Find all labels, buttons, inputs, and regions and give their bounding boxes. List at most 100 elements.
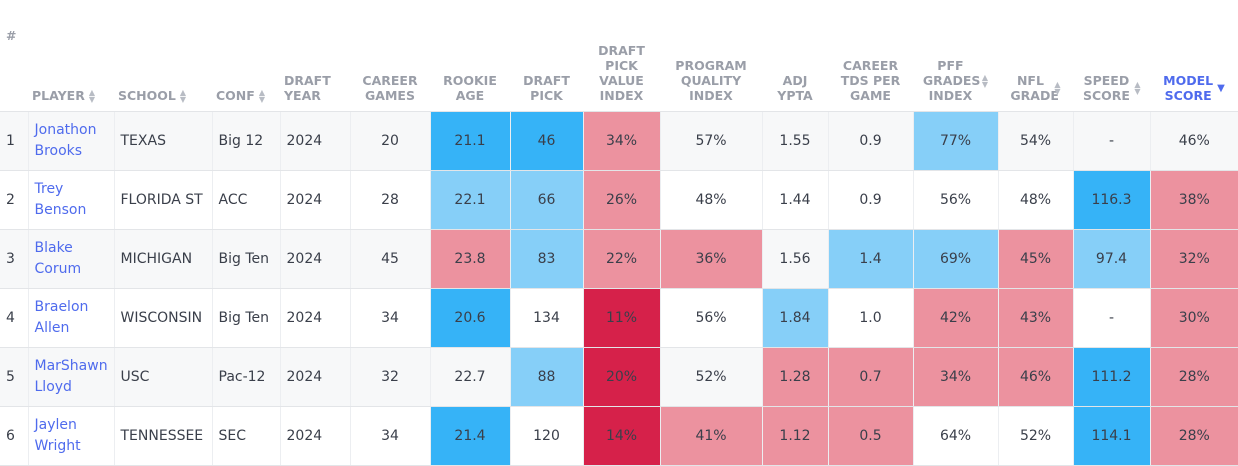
rookie-age-cell: 20.6 — [430, 288, 511, 348]
adj-ypta-cell: 1.12 — [762, 406, 829, 466]
player-link[interactable]: Blake Corum — [35, 238, 108, 280]
career-games-cell: 20 — [350, 111, 431, 171]
career-games-cell: 45 — [350, 229, 431, 289]
column-header-player[interactable]: PLAYER ▲ ▼ — [28, 0, 114, 112]
career-tds-cell: 0.9 — [828, 170, 914, 230]
table-row: 2 Trey Benson FLORIDA ST ACC 2024 28 22.1… — [0, 170, 1238, 230]
program-quality-index-cell: 41% — [660, 406, 763, 466]
adj-ypta-cell: 1.55 — [762, 111, 829, 171]
column-label: PLAYER — [32, 88, 85, 103]
player-first-name: Braelon — [34, 299, 89, 315]
player-cell[interactable]: Blake Corum — [28, 229, 115, 289]
column-label: DRAFT PICK VALUE INDEX — [598, 43, 645, 103]
speed-score-cell: 97.4 — [1073, 229, 1151, 289]
draft-pick-cell: 120 — [510, 406, 584, 466]
player-cell[interactable]: MarShawn Lloyd — [28, 347, 115, 407]
rookie-age-cell: 22.7 — [430, 347, 511, 407]
player-last-name: Benson — [34, 202, 87, 218]
column-header-career-tds-per-game[interactable]: CAREER TDS PER GAME — [828, 0, 913, 112]
draft-pick-cell: 88 — [510, 347, 584, 407]
sort-icon: ▲ ▼ — [179, 87, 187, 104]
pff-grades-index-cell: 34% — [913, 347, 999, 407]
school-cell: TEXAS — [114, 111, 213, 171]
column-header-pff-grades-index[interactable]: PFF GRADES INDEX ▲ ▼ — [913, 0, 998, 112]
rookie-age-cell: 21.1 — [430, 111, 511, 171]
program-quality-index-cell: 56% — [660, 288, 763, 348]
rank-cell: 1 — [0, 111, 29, 171]
column-header-nfl-grade[interactable]: NFL GRADE ▲ ▼ — [998, 0, 1073, 112]
column-header-career-games[interactable]: CAREER GAMES — [350, 0, 430, 112]
player-cell[interactable]: Trey Benson — [28, 170, 115, 230]
draft-year-cell: 2024 — [280, 229, 351, 289]
column-label: DRAFT PICK — [523, 73, 570, 103]
player-link[interactable]: Jaylen Wright — [35, 415, 108, 457]
column-label: CAREER TDS PER GAME — [840, 58, 901, 103]
speed-score-cell: 114.1 — [1073, 406, 1151, 466]
column-label: SCHOOL — [118, 88, 176, 103]
conf-cell: Big 12 — [212, 111, 281, 171]
player-last-name: Corum — [34, 261, 82, 277]
player-last-name: Wright — [34, 438, 81, 454]
pff-grades-index-cell: 64% — [913, 406, 999, 466]
draft-pick-value-index-cell: 34% — [583, 111, 661, 171]
player-first-name: Trey — [34, 181, 64, 197]
rank-cell: 5 — [0, 347, 29, 407]
draft-year-cell: 2024 — [280, 406, 351, 466]
player-cell[interactable]: Jaylen Wright — [28, 406, 115, 466]
column-label: PFF GRADES INDEX — [922, 58, 981, 103]
rank-cell: 3 — [0, 229, 29, 289]
player-link[interactable]: Braelon Allen — [35, 297, 108, 339]
column-header-draft-year[interactable]: DRAFT YEAR — [280, 0, 350, 112]
conf-cell: SEC — [212, 406, 281, 466]
player-last-name: Allen — [34, 320, 70, 336]
column-header-rank: # — [0, 0, 28, 112]
player-first-name: Jaylen — [34, 417, 77, 433]
career-tds-cell: 1.4 — [828, 229, 914, 289]
draft-pick-cell: 134 — [510, 288, 584, 348]
column-header-program-quality-index[interactable]: PROGRAM QUALITY INDEX — [660, 0, 762, 112]
adj-ypta-cell: 1.28 — [762, 347, 829, 407]
player-cell[interactable]: Braelon Allen — [28, 288, 115, 348]
draft-pick-value-index-cell: 22% — [583, 229, 661, 289]
rookie-age-cell: 22.1 — [430, 170, 511, 230]
column-header-draft-pick-value-index[interactable]: DRAFT PICK VALUE INDEX — [583, 0, 660, 112]
player-cell[interactable]: Jonathon Brooks — [28, 111, 115, 171]
column-label: DRAFT YEAR — [284, 73, 331, 103]
draft-year-cell: 2024 — [280, 347, 351, 407]
program-quality-index-cell: 48% — [660, 170, 763, 230]
model-score-cell: 30% — [1150, 288, 1238, 348]
adj-ypta-cell: 1.56 — [762, 229, 829, 289]
player-link[interactable]: MarShawn Lloyd — [35, 356, 108, 398]
draft-pick-value-index-cell: 11% — [583, 288, 661, 348]
nfl-grade-cell: 48% — [998, 170, 1074, 230]
career-games-cell: 34 — [350, 288, 431, 348]
draft-year-cell: 2024 — [280, 111, 351, 171]
column-header-speed-score[interactable]: SPEED SCORE ▲ ▼ — [1073, 0, 1150, 112]
adj-ypta-cell: 1.44 — [762, 170, 829, 230]
column-header-model-score[interactable]: MODEL SCORE ▼ — [1150, 0, 1238, 112]
player-first-name: Blake — [34, 240, 73, 256]
column-header-draft-pick[interactable]: DRAFT PICK — [510, 0, 583, 112]
column-header-rookie-age[interactable]: ROOKIE AGE — [430, 0, 510, 112]
table-row: 5 MarShawn Lloyd USC Pac-12 2024 32 22.7 … — [0, 347, 1238, 407]
player-link[interactable]: Trey Benson — [35, 179, 108, 221]
column-header-school[interactable]: SCHOOL ▲ ▼ — [114, 0, 212, 112]
player-first-name: Jonathon — [34, 122, 97, 138]
column-header-adj-ypta[interactable]: ADJ YPTA — [762, 0, 828, 112]
column-label: MODEL SCORE — [1163, 73, 1214, 103]
column-label: # — [6, 28, 17, 43]
player-last-name: Brooks — [34, 143, 83, 159]
pff-grades-index-cell: 42% — [913, 288, 999, 348]
rookie-age-cell: 23.8 — [430, 229, 511, 289]
player-link[interactable]: Jonathon Brooks — [35, 120, 108, 162]
program-quality-index-cell: 52% — [660, 347, 763, 407]
column-label: NFL GRADE — [1010, 73, 1059, 103]
rookie-age-cell: 21.4 — [430, 406, 511, 466]
speed-score-cell: 116.3 — [1073, 170, 1151, 230]
draft-pick-value-index-cell: 20% — [583, 347, 661, 407]
column-header-conf[interactable]: CONF ▲ ▼ — [212, 0, 280, 112]
pff-grades-index-cell: 56% — [913, 170, 999, 230]
conf-cell: Pac-12 — [212, 347, 281, 407]
model-score-cell: 28% — [1150, 406, 1238, 466]
